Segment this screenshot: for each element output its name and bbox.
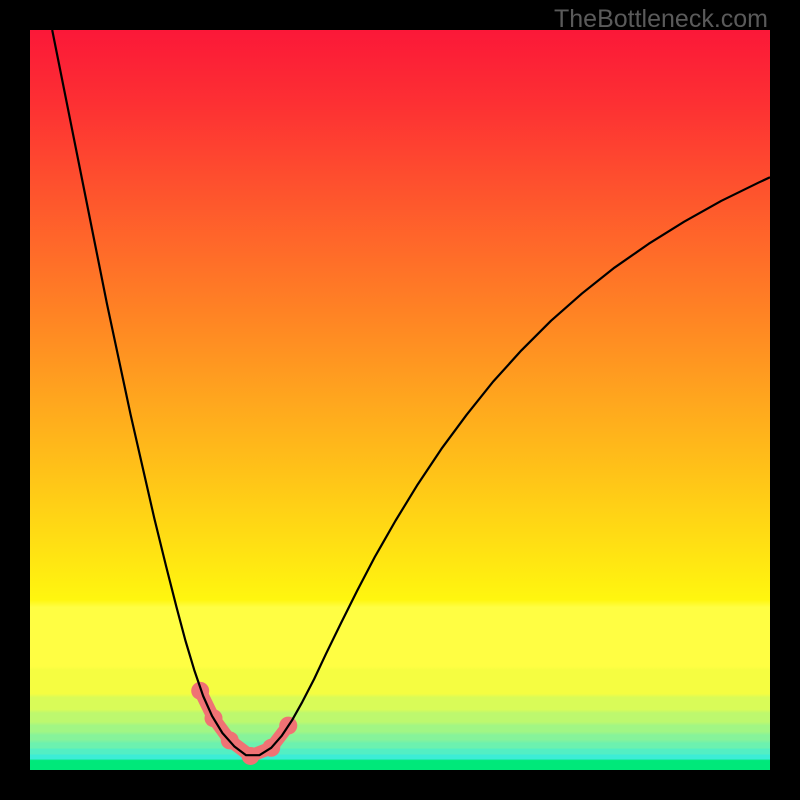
chart-frame xyxy=(0,0,800,800)
curve-line xyxy=(52,30,770,755)
watermark-text: TheBottleneck.com xyxy=(554,5,768,34)
bottleneck-curve xyxy=(30,30,770,770)
plot-area xyxy=(30,30,770,770)
